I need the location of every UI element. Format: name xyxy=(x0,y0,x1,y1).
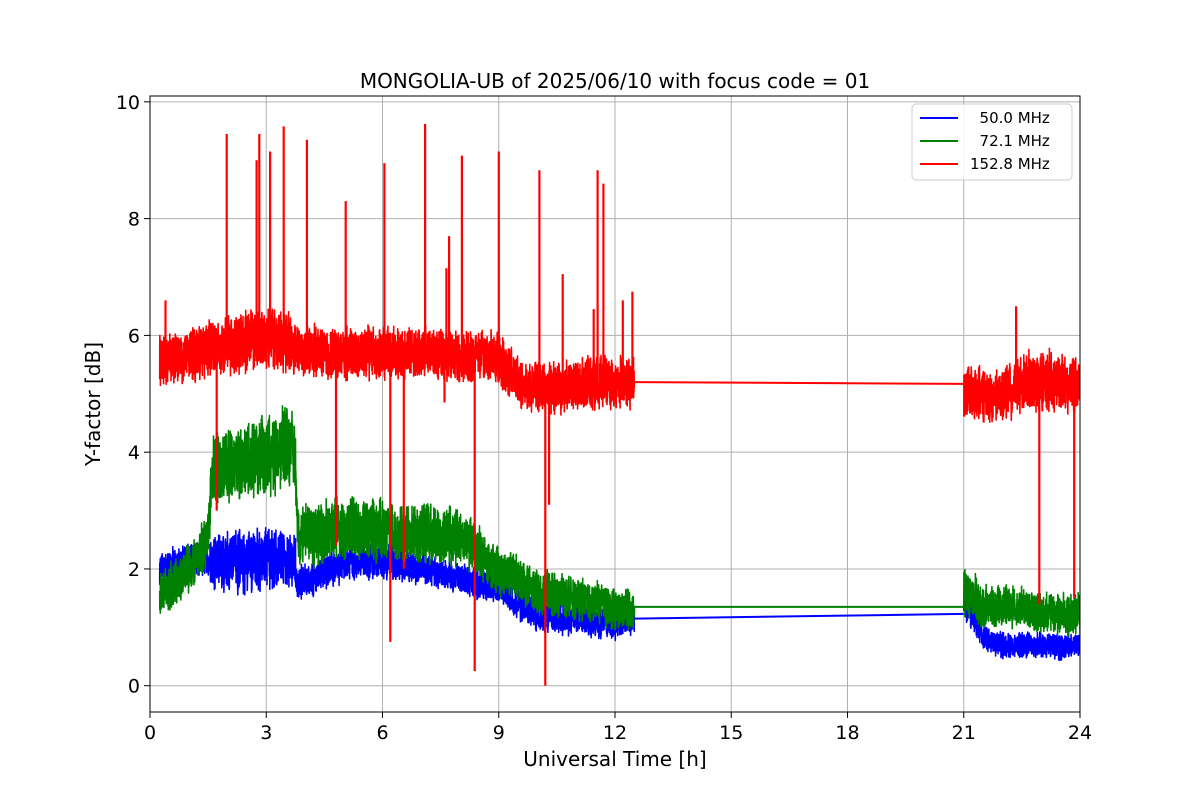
series-72-1-mhz xyxy=(158,405,1080,638)
x-tick-label: 18 xyxy=(835,722,859,744)
legend: 50.0 MHz 72.1 MHz 152.8 MHz xyxy=(911,103,1073,181)
x-tick-label: 9 xyxy=(493,722,505,744)
x-tick-label: 15 xyxy=(719,722,743,744)
legend-entry: 152.8 MHz xyxy=(970,155,1050,173)
y-tick-label: 6 xyxy=(128,325,140,347)
x-tick-label: 3 xyxy=(260,722,272,744)
legend-entry: 50.0 MHz xyxy=(970,109,1050,127)
y-tick-label: 2 xyxy=(128,559,140,581)
series-line xyxy=(158,308,636,416)
x-tick-label: 21 xyxy=(952,722,976,744)
series-line xyxy=(963,568,1080,638)
series-152-8-mhz xyxy=(158,124,1080,686)
series-line xyxy=(158,405,636,631)
x-tick-label: 24 xyxy=(1068,722,1092,744)
y-tick-label: 8 xyxy=(128,209,140,231)
legend-box xyxy=(911,103,1073,181)
series-line xyxy=(963,583,1080,662)
y-tick-label: 10 xyxy=(116,92,140,114)
series-line xyxy=(963,347,1080,423)
y-tick-label: 4 xyxy=(128,442,140,464)
x-tick-label: 0 xyxy=(144,722,156,744)
y-axis-label: Y-factor [dB] xyxy=(81,342,105,467)
series-gap-connector xyxy=(634,381,964,385)
chart-title: MONGOLIA-UB of 2025/06/10 with focus cod… xyxy=(360,69,870,93)
legend-entry: 72.1 MHz xyxy=(970,132,1050,150)
x-tick-label: 12 xyxy=(603,722,627,744)
x-axis-label: Universal Time [h] xyxy=(523,747,706,771)
series-gap-connector xyxy=(634,612,964,620)
x-tick-label: 6 xyxy=(376,722,388,744)
plot-area xyxy=(158,124,1080,686)
y-tick-label: 0 xyxy=(128,676,140,698)
